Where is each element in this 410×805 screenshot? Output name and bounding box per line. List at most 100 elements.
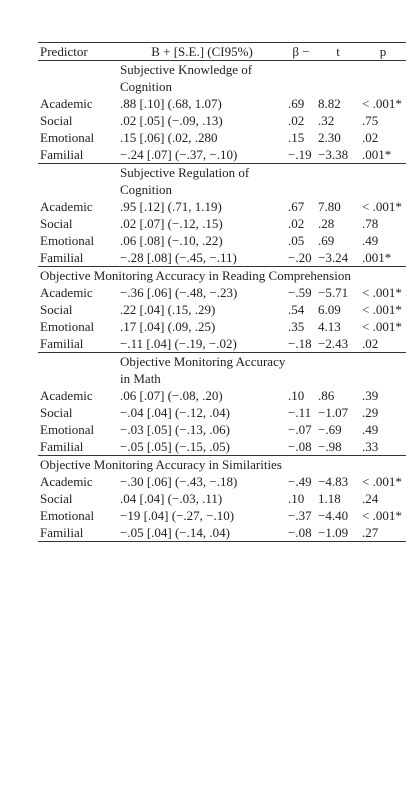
value-cell: .95 [.12] (.71, 1.19) [120,199,222,214]
value-cell: −.30 [.06] (−.43, −.18) [120,474,238,489]
data-row: Emotional −.03 [.05] (−.13, .06) −.07 −.69.… [38,421,406,438]
value-cell: .02 [.05] (−.09, .13) [120,113,223,128]
data-row: Emotional .17 [.04] (.09, .25) .35 4.13 < .0… [38,318,406,335]
value-cell: −.18 [288,336,312,351]
value-cell: < .001* [362,474,402,489]
predictor: Social [40,491,73,506]
value-cell: < .001* [362,508,402,523]
value-cell: −.04 [.04] (−.12, .04) [120,405,230,420]
column-header: p [360,42,406,61]
results-table: Predictor B + [S.E.] (CI95%) β − t p Subjecti… [38,42,406,542]
value-cell: .17 [.04] (.09, .25) [120,319,216,334]
section-cell: Objective Monitoring Accuracy in Math [118,352,406,387]
predictor: Social [40,405,73,420]
value-cell: .06 [.08] (−.10, .22) [120,233,223,248]
section-cell: Subjective Regulation of Cognition [118,163,406,198]
column-header: t [316,42,360,61]
value-cell: −2.43 [318,336,349,351]
column-header: B + [S.E.] (CI95%) [118,42,286,61]
value-cell: < .001* [362,302,402,317]
value-cell: .69 [318,233,335,248]
predictor: Social [40,113,73,128]
column-header: Predictor [38,42,118,61]
value-cell: −.98 [318,439,342,454]
value-cell: −3.24 [318,250,349,265]
value-cell: .15 [288,130,305,145]
value-cell: .88 [.10] (.68, 1.07) [120,96,222,111]
value-cell: .78 [362,216,379,231]
value-cell: .54 [288,302,305,317]
header-row: Predictor B + [S.E.] (CI95%) β − t p [38,42,406,61]
predictor: Academic [40,474,93,489]
value-cell: 6.09 [318,302,341,317]
value-cell: −.08 [288,439,312,454]
data-row: Academic −.36 [.06] (−.48, −.23) −.59 −5.71… [38,284,406,301]
data-row: Familial −.28 [.08] (−.45, −.11) −.20 −3.24… [38,249,406,267]
data-row: Social .02 [.07] (−.12, .15) .02 .28 .78 [38,215,406,232]
value-cell: −.05 [.04] (−.14, .04) [120,525,230,540]
data-row: Emotional .15 [.06] (.02, .280 .15 2.30 .02 [38,129,406,146]
value-cell: −3.38 [318,147,349,162]
section-row: Subjective Regulation of Cognition [38,163,406,198]
predictor: Emotional [40,422,95,437]
value-cell: −.11 [288,405,312,420]
predictor: Social [40,216,73,231]
predictor: Emotional [40,130,95,145]
data-row: Academic .88 [.10] (.68, 1.07) .69 8.82 < .0… [38,95,406,112]
value-cell: .75 [362,113,379,128]
value-cell: −4.83 [318,474,349,489]
value-cell: −.11 [.04] (−.19, −.02) [120,336,237,351]
data-row: Academic .06 [.07] (−.08, .20) .10 .86 .39 [38,387,406,404]
section-row: Subjective Knowledge of Cognition [38,60,406,95]
value-cell: .10 [288,491,305,506]
value-cell: < .001* [362,319,402,334]
value-cell: −.49 [288,474,312,489]
value-cell: .86 [318,388,335,403]
predictor: Familial [40,250,84,265]
value-cell: .29 [362,405,379,420]
predictor: Familial [40,525,84,540]
column-header: β − [286,42,316,61]
section-title: Objective Monitoring Accuracy in Similar… [38,455,406,473]
value-cell: .02 [362,130,379,145]
value-cell: 4.13 [318,319,341,334]
value-cell: 8.82 [318,96,341,111]
value-cell: −1.09 [318,525,349,540]
data-row: Academic −.30 [.06] (−.43, −.18) −.49 −4.83… [38,473,406,490]
section-cell: Subjective Knowledge of Cognition [118,60,406,95]
spacer [38,352,118,387]
data-row: Academic .95 [.12] (.71, 1.19) .67 7.80 < .0… [38,198,406,215]
section-title: Objective Monitoring Accuracy in Math [120,354,286,386]
value-cell: .02 [288,113,305,128]
value-cell: −4.40 [318,508,349,523]
value-cell: −.07 [288,422,312,437]
value-cell: 1.18 [318,491,341,506]
data-row: Emotional −19 [.04] (−.27, −.10) −.37 −4.40… [38,507,406,524]
predictor: Emotional [40,319,95,334]
value-cell: .15 [.06] (.02, .280 [120,130,218,145]
spacer [38,60,118,95]
section-title: Subjective Knowledge of Cognition [120,62,253,94]
value-cell: .35 [288,319,305,334]
value-cell: .27 [362,525,379,540]
value-cell: .33 [362,439,379,454]
predictor: Familial [40,147,84,162]
section-title: Subjective Regulation of Cognition [120,165,250,197]
value-cell: < .001* [362,96,402,111]
value-cell: −.69 [318,422,342,437]
value-cell: −.05 [.05] (−.15, .05) [120,439,230,454]
predictor: Academic [40,96,93,111]
value-cell: −.59 [288,285,312,300]
value-cell: .22 [.04] (.15, .29) [120,302,216,317]
value-cell: −.37 [288,508,312,523]
data-row: Social .04 [.04] (−.03, .11) .10 1.18 .24 [38,490,406,507]
value-cell: 2.30 [318,130,341,145]
value-cell: .67 [288,199,305,214]
data-row: Familial −.05 [.04] (−.14, .04) −.08 −1.09.… [38,524,406,542]
predictor: Social [40,302,73,317]
data-row: Emotional .06 [.08] (−.10, .22) .05 .69 .49 [38,232,406,249]
value-cell: −.20 [288,250,312,265]
value-cell: .39 [362,388,379,403]
section-row: Objective Monitoring Accuracy in Reading… [38,266,406,284]
